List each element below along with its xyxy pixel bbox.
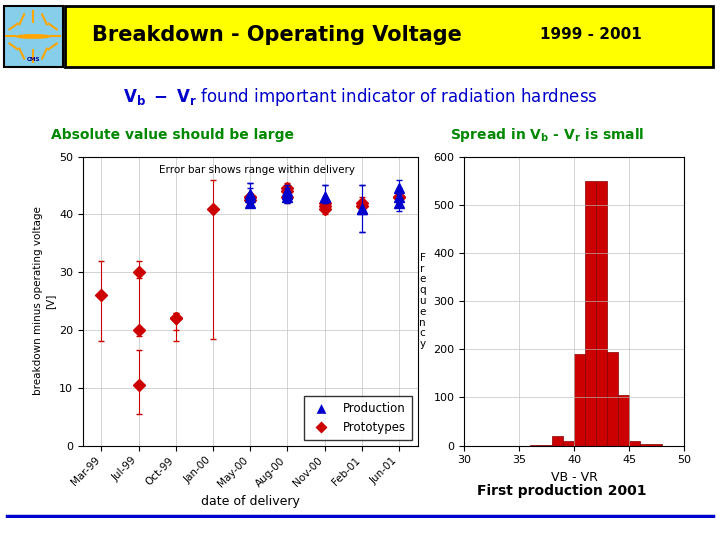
Bar: [4, 6, 63, 67]
Text: First production 2001: First production 2001: [477, 484, 647, 498]
Text: Error bar shows range within delivery: Error bar shows range within delivery: [159, 165, 355, 176]
X-axis label: date of delivery: date of delivery: [201, 495, 300, 508]
Text: Breakdown - Operating Voltage: Breakdown - Operating Voltage: [92, 25, 462, 45]
Y-axis label: breakdown minus operating voltage
[V]: breakdown minus operating voltage [V]: [33, 207, 55, 395]
Text: Spread in $\mathbf{V_b}$ - $\mathbf{V_r}$ is small: Spread in $\mathbf{V_b}$ - $\mathbf{V_r}…: [450, 126, 644, 144]
X-axis label: VB - VR: VB - VR: [551, 471, 598, 484]
Text: 1999 - 2001: 1999 - 2001: [539, 28, 642, 43]
Bar: [629, 441, 640, 446]
Bar: [596, 181, 607, 446]
Bar: [618, 395, 629, 446]
Bar: [640, 444, 662, 446]
Bar: [530, 444, 552, 445]
Text: F
r
e
q
u
e
n
c
y: F r e q u e n c y: [419, 253, 426, 349]
Bar: [607, 352, 618, 446]
Bar: [65, 6, 713, 67]
Bar: [575, 354, 585, 446]
Bar: [563, 441, 575, 446]
Text: Absolute value should be large: Absolute value should be large: [51, 128, 294, 142]
Text: $\mathbf{V_b\ -\ V_r}$ found important indicator of radiation hardness: $\mathbf{V_b\ -\ V_r}$ found important i…: [122, 86, 598, 107]
Legend: Production, Prototypes: Production, Prototypes: [304, 396, 412, 440]
Text: CMS: CMS: [27, 57, 40, 62]
Circle shape: [17, 35, 50, 38]
Bar: [585, 181, 596, 446]
Bar: [552, 436, 563, 446]
